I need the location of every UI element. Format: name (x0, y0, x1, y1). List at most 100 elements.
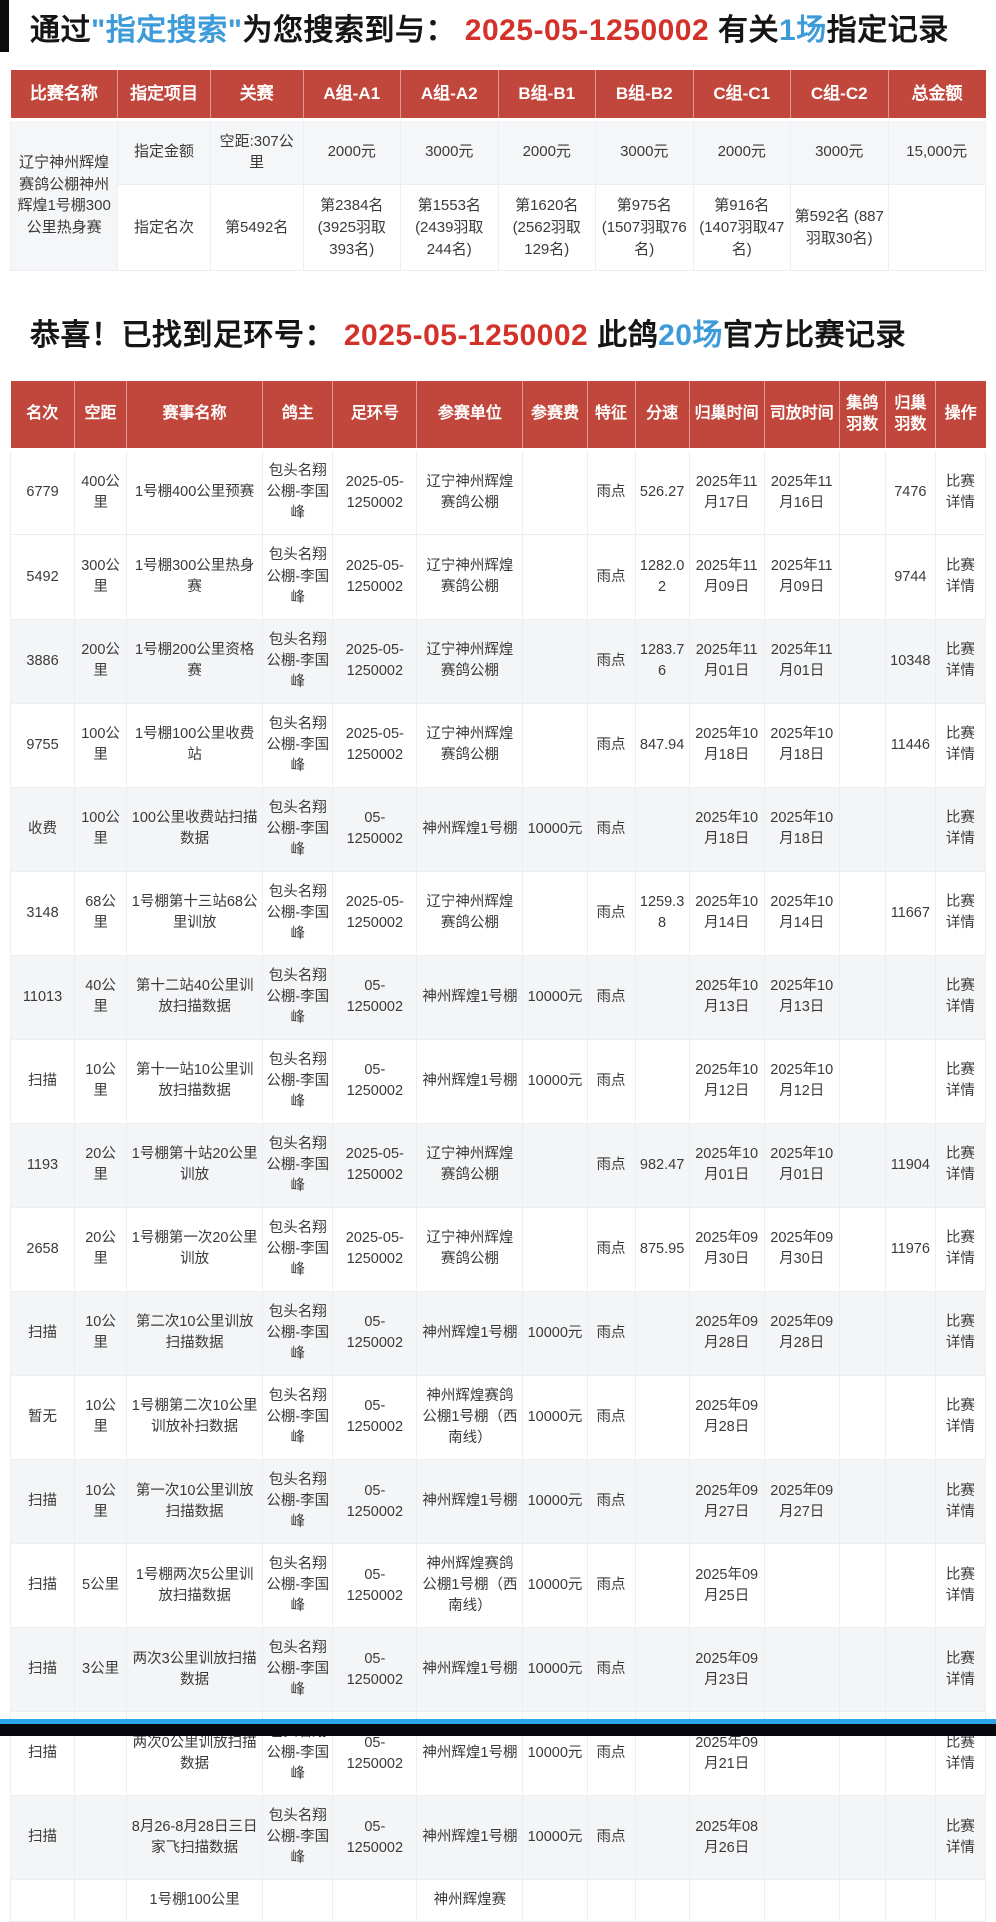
cell: 10公里 (74, 1458, 128, 1545)
cell (634, 1374, 690, 1461)
cell: 05-1250002 (332, 1290, 418, 1376)
cell: 10348 (884, 618, 936, 704)
match-detail-link[interactable]: 比赛详情 (934, 1290, 987, 1376)
cell: 05-1250002 (332, 786, 418, 872)
cell: 40公里 (74, 954, 128, 1040)
cell: 05-1250002 (332, 1795, 418, 1881)
cell: 11013 (9, 954, 76, 1040)
cell (838, 618, 886, 704)
cell: 68公里 (74, 870, 128, 956)
cell: 11904 (884, 1122, 936, 1208)
cell: 5公里 (74, 1543, 128, 1629)
cell: 2025年11月01日 (763, 618, 840, 704)
cell: 1号棚100公里收费站 (126, 702, 264, 788)
cell: 第592名 (887羽取30名) (790, 184, 889, 272)
cell (763, 1374, 840, 1461)
cell (634, 1290, 690, 1376)
match-detail-link[interactable]: 比赛详情 (934, 1038, 987, 1124)
cell (9, 1879, 76, 1922)
cell: 300公里 (74, 534, 128, 620)
match-detail-link[interactable]: 比赛详情 (934, 1627, 987, 1713)
cell: 2025年10月01日 (688, 1122, 765, 1208)
cell: 2025年10月18日 (763, 786, 840, 872)
cell (884, 1795, 936, 1881)
table-row: 扫描 3公里 两次3公里训放扫描数据 包头名翔公棚-李国峰 05-1250002 神州辉煌… (9, 1627, 987, 1713)
bottom-edge-bars (0, 1719, 996, 1736)
cell: 2025年11月09日 (763, 534, 840, 620)
cell: 05-1250002 (332, 954, 418, 1040)
title-segment: 1场 (779, 14, 827, 47)
cell (884, 1543, 936, 1629)
match-detail-link[interactable]: 比赛详情 (934, 618, 987, 704)
cell: 2025年10月12日 (688, 1038, 765, 1124)
cell: 包头名翔公棚-李国峰 (262, 702, 334, 788)
match-detail-link[interactable]: 比赛详情 (934, 449, 987, 536)
cell: 扫描 (9, 1543, 76, 1629)
cell: 200公里 (74, 618, 128, 704)
cell: 第916名 (1407羽取47名) (692, 184, 791, 272)
title-segment: 此鸽 (588, 319, 659, 353)
cell: 3公里 (74, 1627, 128, 1713)
table-row: 1193 20公里 1号棚第十站20公里训放 包头名翔公棚-李国峰 2025-05-12… (9, 1122, 987, 1208)
cell: 辽宁神州辉煌赛鸽公棚 (416, 449, 524, 536)
column-header: B组-B1 (498, 69, 596, 121)
match-detail-link[interactable]: 比赛详情 (934, 702, 987, 788)
cell: 10000元 (522, 1458, 588, 1545)
cell (522, 870, 588, 956)
cell (884, 1374, 936, 1461)
cell: 100公里收费站扫描数据 (126, 786, 264, 872)
cell: 2025年11月09日 (688, 534, 765, 620)
cell: 2658 (9, 1206, 76, 1292)
match-detail-link[interactable]: 比赛详情 (934, 1206, 987, 1292)
match-detail-link[interactable]: 比赛详情 (934, 786, 987, 872)
cell: 包头名翔公棚-李国峰 (262, 870, 334, 956)
cell (838, 1374, 886, 1461)
cell (634, 1627, 690, 1713)
column-header: 名次 (10, 380, 76, 452)
cell: 2025-05-1250002 (332, 618, 418, 704)
cell: 空距:307公里 (209, 118, 304, 186)
cell: 3148 (9, 870, 76, 956)
column-header: 赛事名称 (126, 380, 264, 452)
cell (838, 1627, 886, 1713)
table-row: 扫描 8月26-8月28日三日家飞扫描数据 包头名翔公棚-李国峰 05-1250002… (9, 1795, 987, 1881)
title-segment: 有关 (709, 14, 780, 47)
cell: 辽宁神州辉煌赛鸽公棚 (416, 1122, 524, 1208)
column-header: 空距 (74, 380, 128, 452)
table-row: 3148 68公里 1号棚第十三站68公里训放 包头名翔公棚-李国峰 2025-05-1… (9, 870, 987, 956)
cell: 两次3公里训放扫描数据 (126, 1627, 264, 1713)
table-row: 指定名次 第5492名 第2384名 (3925羽取393名) 第1553名 (… (11, 184, 986, 272)
cell (763, 1795, 840, 1881)
cell: 指定名次 (117, 184, 211, 272)
cell: 11976 (884, 1206, 936, 1292)
cell (884, 1458, 936, 1545)
cell: 神州辉煌赛 (416, 1879, 524, 1922)
cell: 05-1250002 (332, 1543, 418, 1629)
title-segment: 2025-05-1250002 (343, 319, 589, 353)
cell: 10000元 (522, 1795, 588, 1881)
title-segment: 20场 (658, 319, 723, 353)
cell: 神州辉煌1号棚 (416, 954, 524, 1040)
cell: 10000元 (522, 1543, 588, 1629)
cell (634, 1879, 690, 1922)
match-detail-link[interactable]: 比赛详情 (934, 1458, 987, 1545)
match-detail-link[interactable]: 比赛详情 (934, 1122, 987, 1208)
cell: 1号棚200公里资格赛 (126, 618, 264, 704)
match-detail-link[interactable]: 比赛详情 (934, 1374, 987, 1461)
cell: 2025-05-1250002 (332, 702, 418, 788)
match-detail-link[interactable]: 比赛详情 (934, 870, 987, 956)
column-header: 参赛单位 (416, 380, 524, 452)
cell: 2025年10月18日 (688, 702, 765, 788)
column-header: 参赛费 (522, 380, 588, 452)
match-detail-link[interactable]: 比赛详情 (934, 1543, 987, 1629)
cell: 1259.38 (634, 870, 690, 956)
match-detail-link[interactable]: 比赛详情 (934, 534, 987, 620)
cell: 2000元 (302, 118, 401, 186)
cell (634, 1543, 690, 1629)
cell: 2025年09月25日 (688, 1543, 765, 1629)
match-detail-link[interactable]: 比赛详情 (934, 1795, 987, 1881)
cell (522, 1206, 588, 1292)
cell: 2025年10月18日 (763, 702, 840, 788)
match-detail-link[interactable]: 比赛详情 (934, 954, 987, 1040)
cell (522, 1879, 588, 1922)
